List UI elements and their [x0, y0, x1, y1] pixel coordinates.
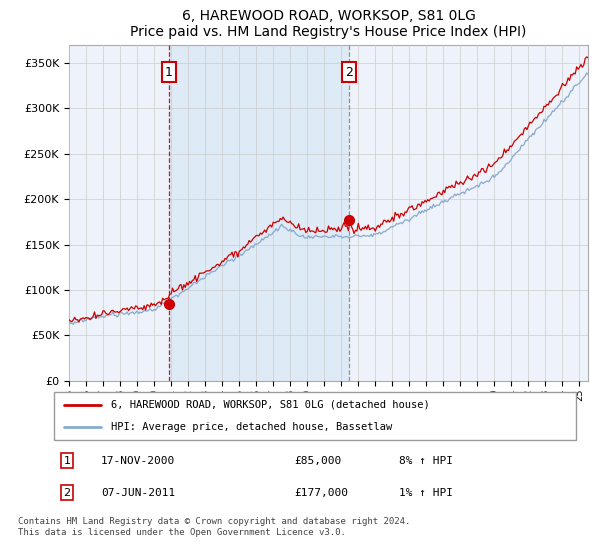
Text: 1: 1 — [64, 456, 71, 466]
Text: 1: 1 — [165, 66, 173, 78]
FancyBboxPatch shape — [54, 392, 576, 440]
Bar — [169, 45, 349, 381]
Text: 1% ↑ HPI: 1% ↑ HPI — [398, 488, 452, 498]
Title: 6, HAREWOOD ROAD, WORKSOP, S81 0LG
Price paid vs. HM Land Registry's House Price: 6, HAREWOOD ROAD, WORKSOP, S81 0LG Price… — [130, 10, 527, 39]
Text: 2: 2 — [64, 488, 71, 498]
Text: 2: 2 — [345, 66, 353, 78]
Text: 07-JUN-2011: 07-JUN-2011 — [101, 488, 175, 498]
Text: 6, HAREWOOD ROAD, WORKSOP, S81 0LG (detached house): 6, HAREWOOD ROAD, WORKSOP, S81 0LG (deta… — [112, 400, 430, 410]
Text: 17-NOV-2000: 17-NOV-2000 — [101, 456, 175, 466]
Text: HPI: Average price, detached house, Bassetlaw: HPI: Average price, detached house, Bass… — [112, 422, 392, 432]
Text: £177,000: £177,000 — [294, 488, 348, 498]
Text: Contains HM Land Registry data © Crown copyright and database right 2024.
This d: Contains HM Land Registry data © Crown c… — [18, 517, 410, 536]
Text: £85,000: £85,000 — [294, 456, 341, 466]
Text: 8% ↑ HPI: 8% ↑ HPI — [398, 456, 452, 466]
